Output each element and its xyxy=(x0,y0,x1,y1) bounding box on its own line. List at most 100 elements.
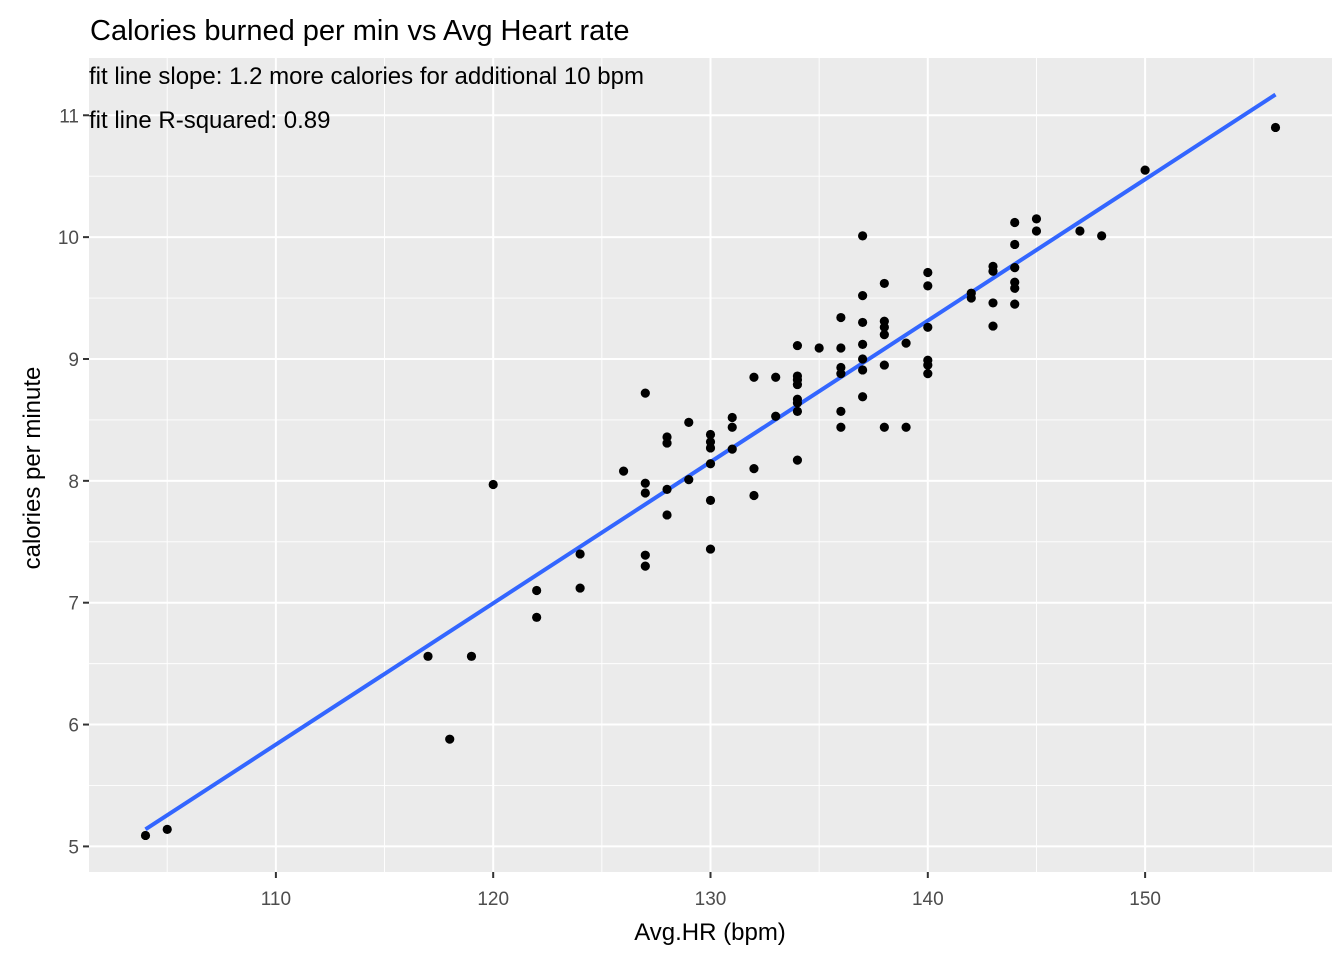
data-point xyxy=(705,429,716,440)
data-point xyxy=(858,231,868,241)
data-point xyxy=(575,583,585,593)
data-point xyxy=(640,478,650,488)
y-tick-label: 7 xyxy=(68,594,79,615)
data-point xyxy=(879,330,889,340)
data-point xyxy=(749,490,759,501)
data-point xyxy=(814,343,824,353)
data-point xyxy=(988,321,998,331)
data-point xyxy=(445,734,455,744)
data-point xyxy=(923,267,933,278)
data-point xyxy=(858,365,868,375)
y-tick-label: 8 xyxy=(68,472,79,493)
data-point xyxy=(1031,214,1042,224)
data-point xyxy=(1010,299,1020,309)
x-axis-ticks: 110 120 130 140 150 xyxy=(261,872,1161,910)
points-layer xyxy=(140,122,1281,841)
data-point xyxy=(879,278,889,289)
data-point xyxy=(858,317,868,328)
data-point xyxy=(792,379,803,390)
data-point xyxy=(1010,262,1020,273)
data-point xyxy=(792,455,803,465)
data-point xyxy=(1270,122,1281,133)
data-point xyxy=(836,312,846,323)
chart-title: Calories burned per min vs Avg Heart rat… xyxy=(90,15,629,47)
data-point xyxy=(705,544,716,554)
data-point xyxy=(640,550,650,560)
slope-annotation: fit line slope: 1.2 more calories for ad… xyxy=(89,63,644,90)
data-point xyxy=(662,438,672,448)
r-squared-annotation: fit line R-squared: 0.89 xyxy=(89,107,330,134)
data-point xyxy=(879,322,889,332)
y-tick-label: 6 xyxy=(68,716,79,737)
data-point xyxy=(640,488,650,498)
y-tick-label: 11 xyxy=(59,106,79,127)
y-axis-ticks: 5 6 7 8 9 10 11 xyxy=(58,106,89,858)
x-tick-label: 140 xyxy=(912,889,944,910)
data-point xyxy=(705,443,716,453)
data-point xyxy=(1010,283,1020,293)
data-point xyxy=(836,406,846,416)
data-point xyxy=(1010,217,1020,228)
data-point xyxy=(771,411,781,421)
data-point xyxy=(662,484,672,494)
x-tick-label: 110 xyxy=(261,889,291,910)
x-axis-title: Avg.HR (bpm) xyxy=(634,919,786,946)
data-point xyxy=(836,343,846,353)
data-point xyxy=(858,291,868,301)
data-point xyxy=(140,830,151,841)
y-tick-label: 9 xyxy=(68,350,79,371)
data-point xyxy=(466,651,477,661)
data-point xyxy=(879,360,889,370)
data-point xyxy=(618,466,629,476)
y-tick-label: 10 xyxy=(58,228,79,249)
data-point xyxy=(792,406,803,416)
data-point xyxy=(662,510,672,520)
data-point xyxy=(749,372,759,382)
data-point xyxy=(684,475,694,485)
data-point xyxy=(727,444,737,454)
y-axis-title: calories per minute xyxy=(19,367,46,570)
data-point xyxy=(749,464,759,474)
x-tick-label: 150 xyxy=(1129,889,1161,910)
data-point xyxy=(792,340,803,351)
data-point xyxy=(1075,226,1085,236)
data-point xyxy=(162,824,172,834)
data-point xyxy=(923,360,933,370)
data-point xyxy=(988,298,998,308)
data-point xyxy=(1010,239,1020,250)
data-point xyxy=(771,372,781,382)
y-tick-label: 5 xyxy=(68,837,79,858)
data-point xyxy=(836,422,846,432)
data-point xyxy=(640,388,650,398)
data-point xyxy=(836,369,846,379)
data-point xyxy=(858,392,868,402)
data-point xyxy=(727,412,737,423)
data-point xyxy=(966,293,976,303)
x-tick-label: 120 xyxy=(477,889,509,910)
data-point xyxy=(532,612,542,622)
data-point xyxy=(923,369,933,379)
data-point xyxy=(727,422,737,432)
data-point xyxy=(705,495,716,505)
data-point xyxy=(423,651,433,661)
data-point xyxy=(858,354,868,364)
data-point xyxy=(923,322,933,332)
data-point xyxy=(901,338,911,348)
data-point xyxy=(705,459,716,469)
data-point xyxy=(901,422,911,432)
data-point xyxy=(923,281,933,291)
data-point xyxy=(1140,165,1150,175)
data-point xyxy=(858,339,868,349)
data-point xyxy=(532,585,542,596)
data-point xyxy=(640,561,650,571)
data-point xyxy=(988,266,998,276)
data-point xyxy=(1097,231,1107,241)
data-point xyxy=(684,417,694,427)
x-tick-label: 130 xyxy=(695,889,727,910)
data-point xyxy=(792,398,803,408)
data-point xyxy=(488,479,498,490)
data-point xyxy=(575,549,585,559)
data-point xyxy=(879,422,889,432)
data-point xyxy=(1031,226,1042,236)
